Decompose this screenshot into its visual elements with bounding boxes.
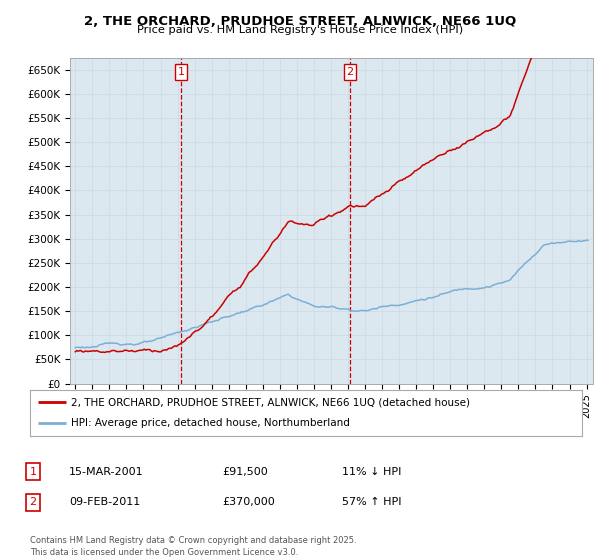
Text: 2, THE ORCHARD, PRUDHOE STREET, ALNWICK, NE66 1UQ: 2, THE ORCHARD, PRUDHOE STREET, ALNWICK,… bbox=[84, 15, 516, 27]
Text: 09-FEB-2011: 09-FEB-2011 bbox=[69, 497, 140, 507]
Text: 2: 2 bbox=[346, 67, 353, 77]
Text: Contains HM Land Registry data © Crown copyright and database right 2025.
This d: Contains HM Land Registry data © Crown c… bbox=[30, 536, 356, 557]
Text: 57% ↑ HPI: 57% ↑ HPI bbox=[342, 497, 401, 507]
Text: 1: 1 bbox=[178, 67, 185, 77]
Text: 2, THE ORCHARD, PRUDHOE STREET, ALNWICK, NE66 1UQ (detached house): 2, THE ORCHARD, PRUDHOE STREET, ALNWICK,… bbox=[71, 397, 470, 407]
Text: £91,500: £91,500 bbox=[222, 466, 268, 477]
Text: HPI: Average price, detached house, Northumberland: HPI: Average price, detached house, Nort… bbox=[71, 418, 350, 428]
Text: 2: 2 bbox=[29, 497, 37, 507]
Text: 11% ↓ HPI: 11% ↓ HPI bbox=[342, 466, 401, 477]
Text: Price paid vs. HM Land Registry's House Price Index (HPI): Price paid vs. HM Land Registry's House … bbox=[137, 25, 463, 35]
Text: £370,000: £370,000 bbox=[222, 497, 275, 507]
Text: 1: 1 bbox=[29, 466, 37, 477]
Text: 15-MAR-2001: 15-MAR-2001 bbox=[69, 466, 143, 477]
